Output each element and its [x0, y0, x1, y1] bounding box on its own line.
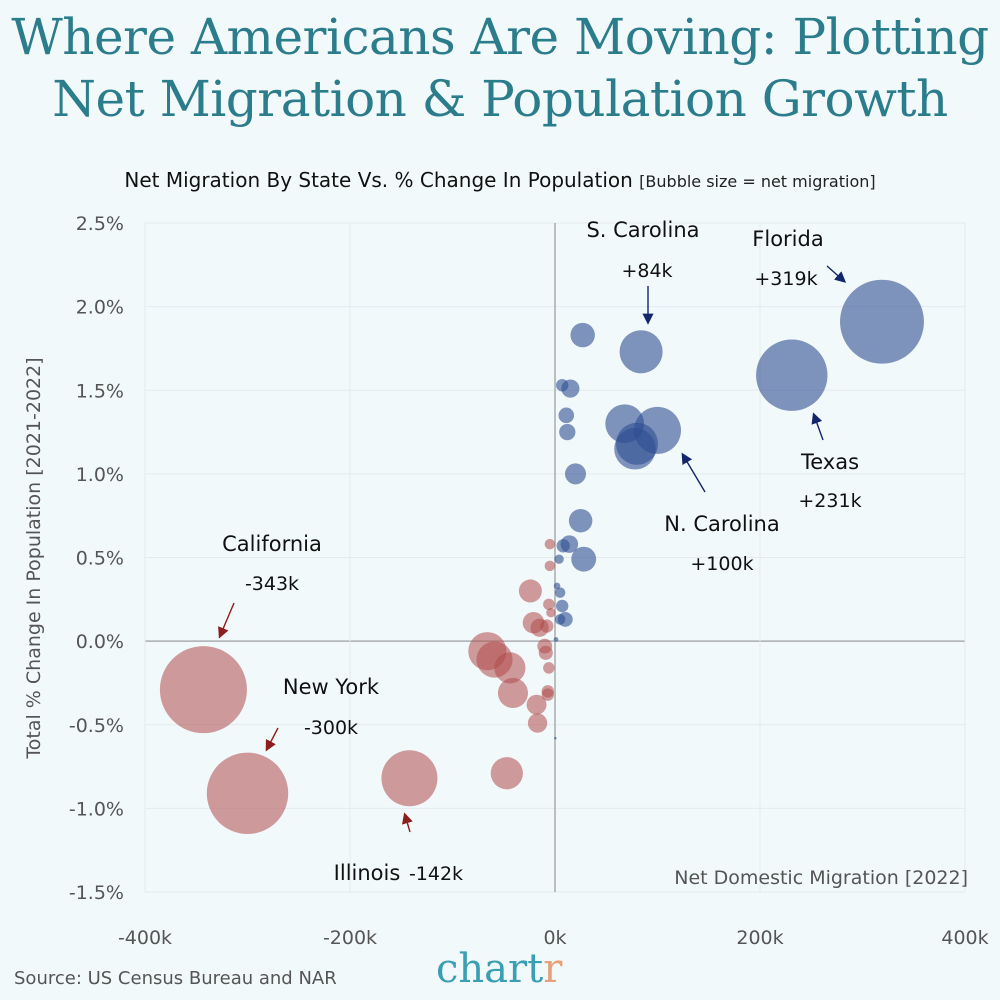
- bubble-negative: [527, 713, 548, 733]
- annotation-state-name: Texas: [800, 450, 859, 474]
- bubble-negative: [206, 752, 289, 835]
- bubble-negative: [544, 560, 556, 572]
- annotation-arrow-icon: [218, 602, 235, 639]
- annotation-value: -142k: [409, 863, 463, 885]
- annotation-value: +319k: [754, 268, 817, 290]
- bubble-positive: [564, 463, 587, 485]
- bubble-negative: [159, 646, 247, 734]
- annotation-state-name: S. Carolina: [586, 218, 699, 242]
- annotation-value: +100k: [690, 553, 753, 575]
- y-tick-label: 2.0%: [76, 297, 124, 319]
- bubble-positive: [556, 539, 570, 553]
- y-tick-label: -1.0%: [69, 798, 124, 820]
- annotation-arrow-icon: [811, 412, 824, 441]
- bubble-negative: [497, 677, 529, 709]
- subtitle-text: Net Migration By State Vs. % Change In P…: [124, 168, 633, 192]
- x-tick-label: 200k: [736, 927, 783, 949]
- bubble-negative: [518, 579, 542, 603]
- annotation-value: -300k: [304, 717, 358, 739]
- annotation-value: -343k: [245, 573, 299, 595]
- bubble-negative: [544, 538, 556, 550]
- subtitle-note: [Bubble size = net migration]: [639, 172, 876, 191]
- bubble-positive: [840, 279, 924, 364]
- bubble-negative: [543, 598, 555, 611]
- bubble-negative: [540, 619, 554, 633]
- annotation-arrow-icon: [681, 452, 706, 493]
- x-tick-label: 400k: [941, 927, 988, 949]
- y-axis-label: Total % Change In Population [2021-2022]: [23, 357, 45, 759]
- bubble-positive: [605, 404, 645, 444]
- bubble-negative: [541, 688, 555, 701]
- bubble-positive: [559, 423, 576, 441]
- y-tick-label: 0.0%: [76, 631, 124, 653]
- bubble-negative: [546, 607, 556, 618]
- annotation-arrow-icon: [826, 265, 847, 283]
- bubble-negative: [543, 662, 555, 674]
- bubble-negative: [538, 645, 553, 660]
- title-line-1: Where Americans Are Moving: Plotting: [11, 8, 989, 66]
- source-note: Source: US Census Bureau and NAR: [14, 968, 337, 989]
- x-tick-label: -400k: [118, 927, 172, 949]
- chartr-logo: chartr: [436, 946, 562, 992]
- chart-subtitle: Net Migration By State Vs. % Change In P…: [0, 168, 1000, 192]
- bubble-positive: [555, 599, 569, 613]
- bubble-negative: [381, 750, 438, 807]
- annotation-value: +84k: [621, 260, 672, 282]
- x-axis-label: Net Domestic Migration [2022]: [674, 867, 968, 889]
- y-tick-label: 1.5%: [76, 380, 124, 402]
- bubble-positive: [553, 582, 561, 590]
- annotation-state-name: Florida: [752, 227, 823, 251]
- y-tick-label: 1.0%: [76, 464, 124, 486]
- x-tick-label: 0k: [543, 927, 566, 949]
- bubble-positive: [619, 330, 663, 374]
- annotation-state-name: Illinois: [334, 861, 401, 885]
- y-tick-label: 2.5%: [76, 213, 124, 235]
- bubble-positive: [570, 322, 595, 348]
- bubble-positive: [558, 407, 575, 424]
- chart-title: Where Americans Are Moving: Plotting Net…: [0, 6, 1000, 130]
- bubble-positive: [554, 554, 564, 564]
- y-tick-label: -1.5%: [69, 882, 124, 904]
- bubble-positive: [555, 379, 569, 392]
- bubble-negative: [490, 757, 523, 790]
- logo-accent: r: [543, 946, 563, 992]
- bubble-positive: [571, 546, 597, 572]
- annotation-arrow-icon: [401, 812, 413, 833]
- y-tick-label: 0.5%: [76, 548, 124, 570]
- annotation-value: +231k: [798, 490, 861, 512]
- bubble-positive: [756, 339, 828, 411]
- annotation-arrow-icon: [265, 727, 279, 752]
- bubble-positive: [568, 508, 593, 533]
- bubble-positive: [554, 587, 566, 598]
- title-line-2: Net Migration & Population Growth: [52, 70, 948, 128]
- bubble-positive: [554, 736, 557, 740]
- annotation-state-name: N. Carolina: [664, 512, 779, 536]
- logo-main: chart: [436, 946, 544, 992]
- annotation-state-name: California: [222, 532, 322, 556]
- annotation-state-name: New York: [283, 675, 380, 699]
- bubble-positive: [553, 637, 559, 642]
- x-tick-label: -200k: [323, 927, 377, 949]
- bubble-negative: [494, 652, 526, 684]
- bubble-positive: [554, 614, 566, 625]
- y-tick-label: -0.5%: [69, 715, 124, 737]
- bubble-negative: [526, 694, 547, 715]
